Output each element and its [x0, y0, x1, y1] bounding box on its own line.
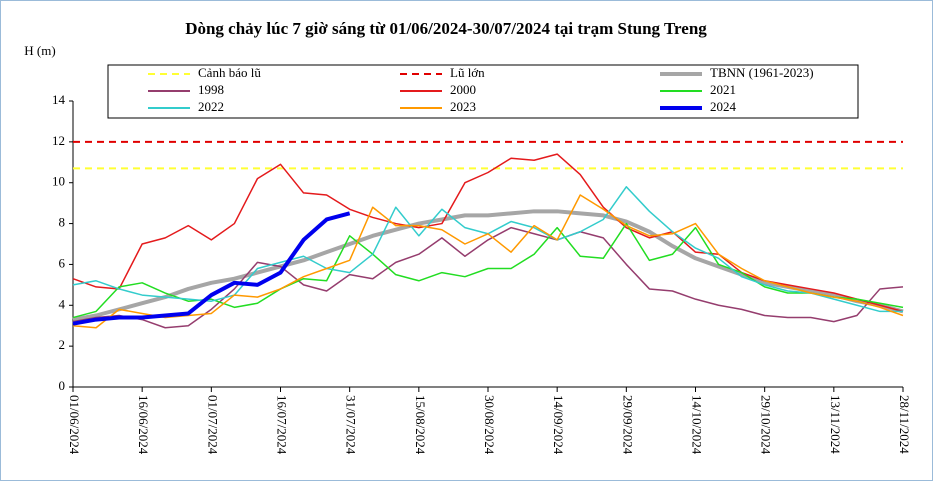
series-line [72, 226, 904, 329]
series-line [72, 211, 351, 326]
series-line [72, 222, 904, 319]
legend-label: 2023 [450, 99, 476, 114]
y-tick-label: 6 [59, 255, 66, 270]
legend [107, 64, 859, 119]
legend-label: 2022 [198, 99, 224, 114]
x-tick-label: 16/07/2024 [275, 395, 290, 455]
x-tick-label: 01/07/2024 [205, 395, 220, 455]
x-tick-label: 01/06/2024 [67, 395, 82, 455]
y-axis-label: H (m) [24, 43, 55, 58]
y-tick-label: 10 [52, 174, 65, 189]
y-tick-label: 0 [59, 378, 66, 393]
series-line [72, 209, 904, 322]
x-tick-label: 13/11/2024 [828, 395, 843, 454]
y-tick-label: 4 [59, 296, 66, 311]
x-tick-label: 14/10/2024 [690, 395, 705, 455]
x-tick-label: 29/10/2024 [759, 395, 774, 455]
legend-label: 1998 [198, 82, 224, 97]
legend-label: TBNN (1961-2023) [710, 65, 814, 80]
y-tick-label: 8 [59, 215, 66, 230]
y-tick-label: 2 [59, 337, 66, 352]
x-tick-label: 28/11/2024 [897, 395, 912, 454]
y-tick-label: 12 [52, 133, 65, 148]
legend-label: Cảnh báo lũ [198, 65, 261, 80]
x-tick-label: 30/08/2024 [482, 395, 497, 455]
series-line [72, 194, 904, 329]
legend-label: 2000 [450, 82, 476, 97]
x-tick-label: 31/07/2024 [344, 395, 359, 455]
legend-label: 2021 [710, 82, 736, 97]
x-tick-label: 29/09/2024 [620, 395, 635, 455]
x-tick-label: 15/08/2024 [413, 395, 428, 455]
x-tick-label: 16/06/2024 [136, 395, 151, 455]
x-tick-label: 14/09/2024 [551, 395, 566, 455]
legend-label: Lũ lớn [450, 65, 485, 80]
y-tick-label: 14 [52, 92, 66, 107]
legend-label: 2024 [710, 99, 737, 114]
chart-title: Dòng chảy lúc 7 giờ sáng từ 01/06/2024-3… [185, 19, 707, 38]
